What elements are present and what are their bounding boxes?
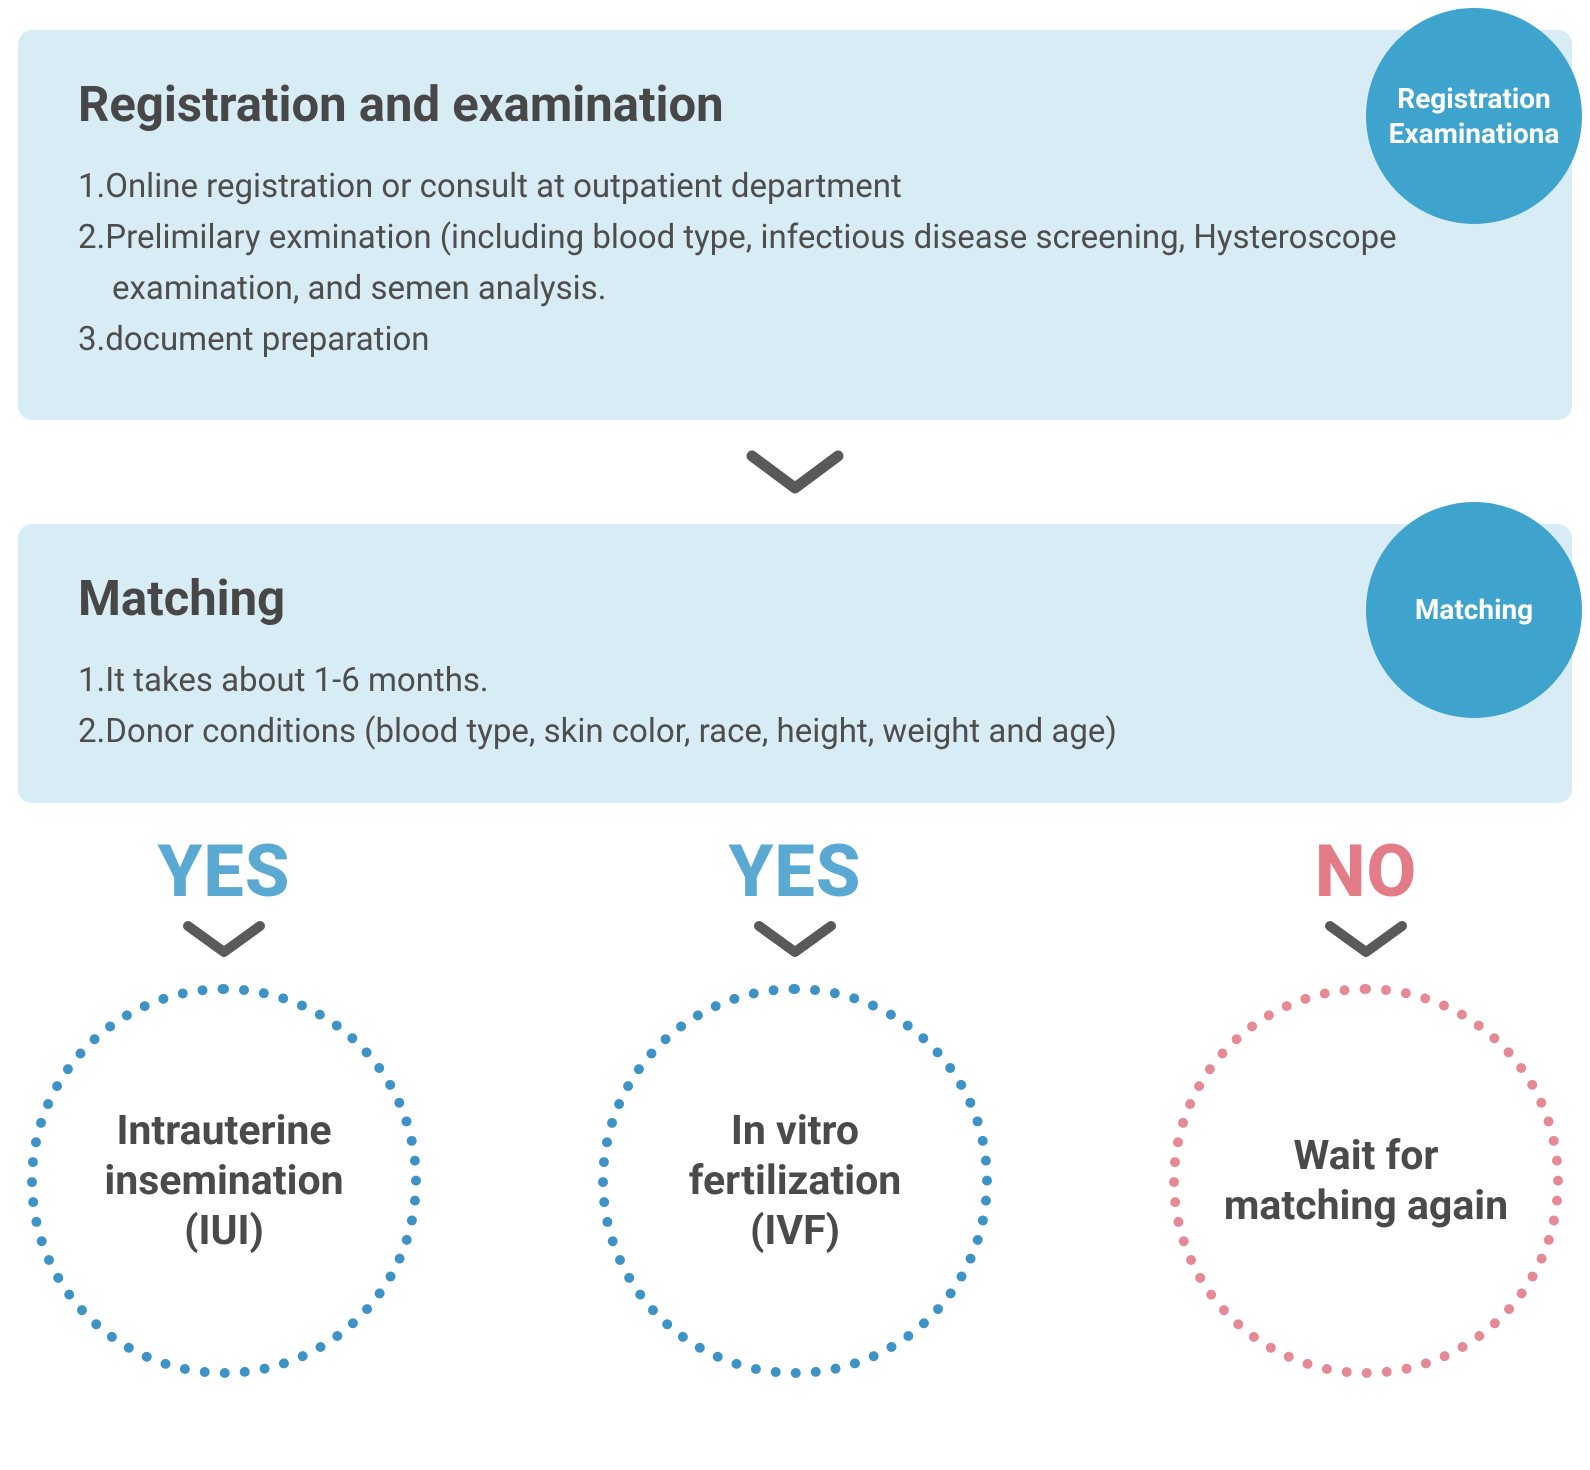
- matching-panel: Matching Matching 1.It takes about 1-6 m…: [18, 524, 1572, 803]
- registration-item: 3.document preparation: [78, 314, 1512, 365]
- arrow-down-icon: [749, 916, 841, 966]
- registration-item: 2.Prelimilary exmination (including bloo…: [78, 212, 1512, 314]
- outcomes-row: YES Intrauterine insemination (IUI) YES …: [18, 829, 1572, 1378]
- matching-title: Matching: [78, 570, 1512, 627]
- outcome-circle-ivf: In vitro fertilization (IVF): [598, 984, 992, 1378]
- outcome-circle-wait: Wait for matching again: [1169, 984, 1563, 1378]
- outcome-text: Intrauterine insemination (IUI): [77, 1106, 371, 1256]
- matching-item: 2.Donor conditions (blood type, skin col…: [78, 706, 1512, 757]
- outcome-text: In vitro fertilization (IVF): [648, 1106, 942, 1256]
- registration-panel: Registration Examinationa Registration a…: [18, 30, 1572, 420]
- matching-list: 1.It takes about 1-6 months. 2.Donor con…: [78, 655, 1512, 757]
- registration-badge: Registration Examinationa: [1366, 8, 1582, 224]
- outcome-label-no: NO: [1315, 829, 1417, 914]
- registration-title: Registration and examination: [78, 76, 1512, 133]
- registration-item: 1.Online registration or consult at outp…: [78, 161, 1512, 212]
- outcome-wait: NO Wait for matching again: [1166, 829, 1566, 1378]
- registration-list: 1.Online registration or consult at outp…: [78, 161, 1512, 366]
- outcome-label-yes: YES: [158, 829, 291, 914]
- arrow-down-icon: [18, 444, 1572, 500]
- outcome-text: Wait for matching again: [1219, 1131, 1513, 1231]
- matching-badge-text: Matching: [1415, 592, 1533, 627]
- outcome-ivf: YES In vitro fertilization (IVF): [595, 829, 995, 1378]
- outcome-iui: YES Intrauterine insemination (IUI): [24, 829, 424, 1378]
- matching-item: 1.It takes about 1-6 months.: [78, 655, 1512, 706]
- arrow-down-icon: [178, 916, 270, 966]
- matching-badge: Matching: [1366, 502, 1582, 718]
- outcome-circle-iui: Intrauterine insemination (IUI): [27, 984, 421, 1378]
- registration-badge-text: Registration Examinationa: [1376, 81, 1572, 151]
- arrow-down-icon: [1320, 916, 1412, 966]
- outcome-label-yes: YES: [729, 829, 862, 914]
